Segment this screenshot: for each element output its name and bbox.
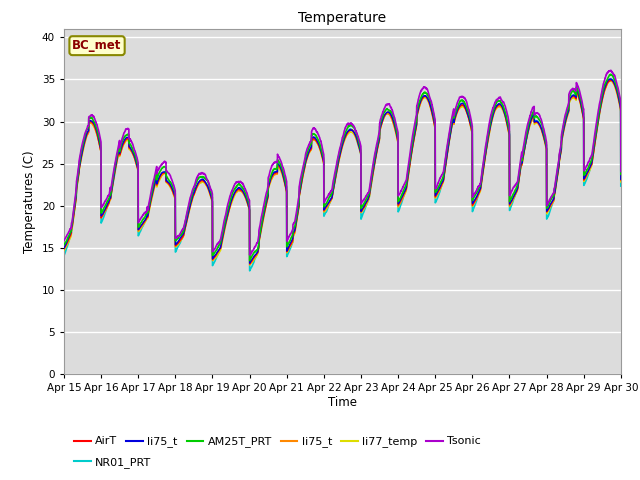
Title: Temperature: Temperature <box>298 11 387 25</box>
Y-axis label: Temperatures (C): Temperatures (C) <box>23 150 36 253</box>
Text: BC_met: BC_met <box>72 39 122 52</box>
X-axis label: Time: Time <box>328 396 357 409</box>
Legend: NR01_PRT: NR01_PRT <box>70 453 156 472</box>
